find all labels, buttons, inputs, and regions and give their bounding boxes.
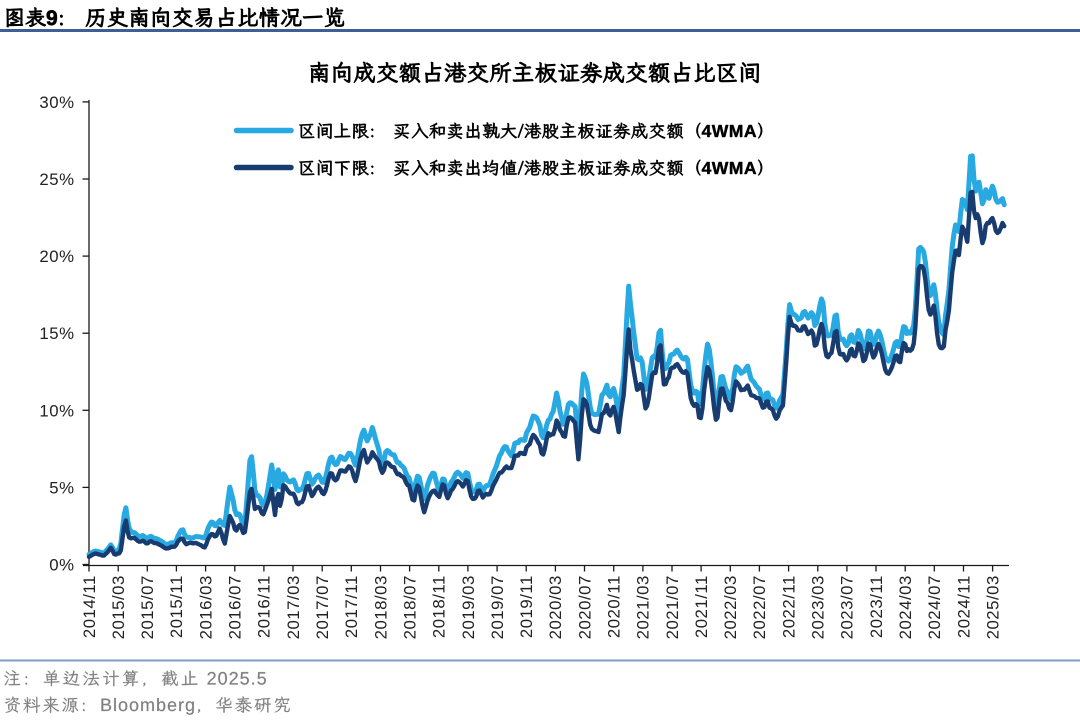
svg-text:2015/03: 2015/03 xyxy=(109,575,128,639)
svg-text:15%: 15% xyxy=(39,324,74,343)
svg-text:2019/03: 2019/03 xyxy=(459,575,478,639)
svg-text:2017/11: 2017/11 xyxy=(342,575,361,638)
svg-text:2024/03: 2024/03 xyxy=(896,575,915,639)
svg-text:5%: 5% xyxy=(49,478,74,497)
svg-text:2017/03: 2017/03 xyxy=(284,575,303,639)
svg-text:2018/11: 2018/11 xyxy=(430,575,449,638)
svg-text:2019/11: 2019/11 xyxy=(517,575,536,638)
svg-text:2021/07: 2021/07 xyxy=(663,575,682,639)
svg-text:2018/03: 2018/03 xyxy=(371,575,390,639)
svg-text:2020/07: 2020/07 xyxy=(575,575,594,639)
svg-text:20%: 20% xyxy=(39,247,74,266)
svg-text:2014/11: 2014/11 xyxy=(80,575,99,638)
svg-text:2025/03: 2025/03 xyxy=(983,575,1002,639)
svg-text:2015/11: 2015/11 xyxy=(167,575,186,638)
svg-text:2022/11: 2022/11 xyxy=(779,575,798,638)
svg-text:2015/07: 2015/07 xyxy=(138,575,157,639)
svg-text:2024/11: 2024/11 xyxy=(954,575,973,638)
svg-text:2020/03: 2020/03 xyxy=(546,575,565,639)
svg-text:2016/07: 2016/07 xyxy=(226,575,245,639)
svg-text:2019/07: 2019/07 xyxy=(488,575,507,639)
svg-text:2024/07: 2024/07 xyxy=(925,575,944,639)
svg-text:2021/03: 2021/03 xyxy=(634,575,653,639)
svg-text:2016/11: 2016/11 xyxy=(255,575,274,638)
svg-text:2021/11: 2021/11 xyxy=(692,575,711,638)
svg-text:2017/07: 2017/07 xyxy=(313,575,332,639)
svg-text:10%: 10% xyxy=(39,401,74,420)
svg-text:2016/03: 2016/03 xyxy=(196,575,215,639)
svg-text:0%: 0% xyxy=(49,556,74,575)
svg-text:2020/11: 2020/11 xyxy=(605,575,624,638)
svg-text:2023/11: 2023/11 xyxy=(867,575,886,638)
svg-text:2018/07: 2018/07 xyxy=(400,575,419,639)
svg-text:30%: 30% xyxy=(39,93,74,112)
svg-text:25%: 25% xyxy=(39,170,74,189)
svg-text:2022/03: 2022/03 xyxy=(721,575,740,639)
svg-text:2023/07: 2023/07 xyxy=(838,575,857,639)
svg-text:2023/03: 2023/03 xyxy=(809,575,828,639)
svg-text:2022/07: 2022/07 xyxy=(750,575,769,639)
